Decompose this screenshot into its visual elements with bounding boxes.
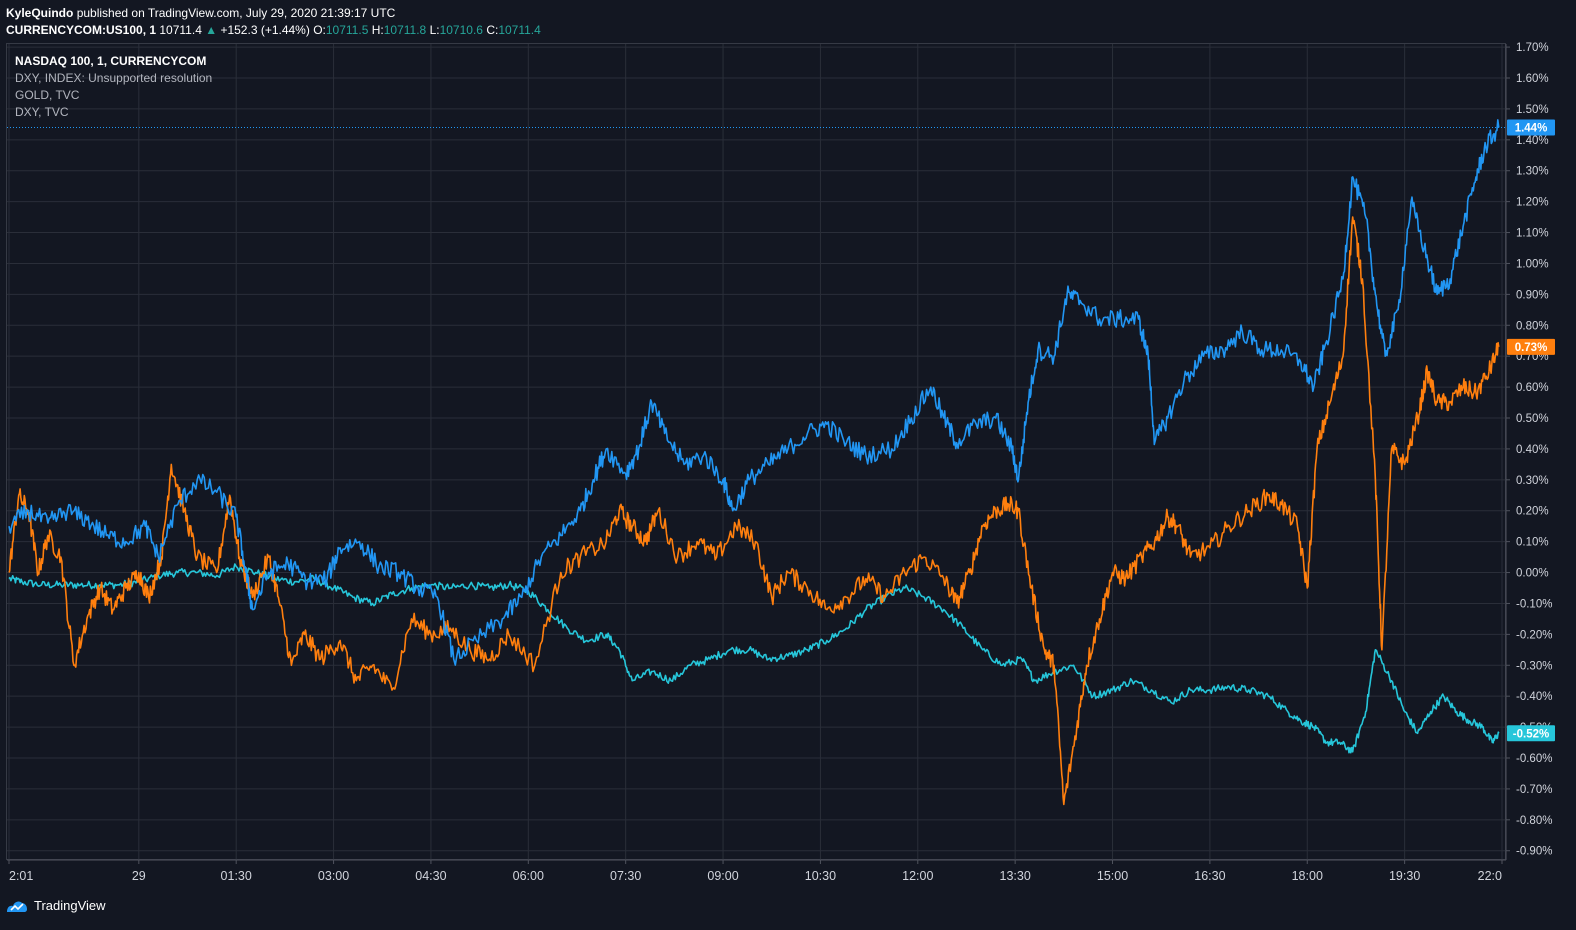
series-line-nasdaq-100[interactable]: [8, 119, 1500, 666]
last-value-badge: [1507, 119, 1555, 136]
footer-brand[interactable]: TradingView: [6, 898, 106, 913]
y-tick-label: 1.20%: [1516, 197, 1549, 209]
author-name[interactable]: KyleQuindo: [6, 6, 74, 20]
close-value: 10711.4: [498, 23, 541, 37]
x-tick-label: 2:01: [9, 869, 33, 883]
open-label: O:: [313, 23, 326, 37]
published-text: published on TradingView.com, July 29, 2…: [76, 6, 396, 20]
x-tick-label: 06:00: [513, 869, 544, 883]
series-line-dxy[interactable]: [8, 563, 1500, 754]
y-tick-label: 1.00%: [1516, 258, 1549, 270]
last-value-label: -0.52%: [1513, 728, 1549, 740]
y-tick-label: 0.00%: [1516, 568, 1549, 580]
y-tick-label: -0.40%: [1516, 691, 1552, 703]
low-label: L:: [429, 23, 440, 37]
series-layer: [7, 119, 1506, 806]
y-tick-label: -0.20%: [1516, 629, 1552, 641]
low-value: 10710.6: [439, 23, 483, 37]
last-value-badge: [1507, 725, 1555, 742]
last-price: 10711.4: [159, 23, 202, 37]
last-value-label: 0.73%: [1515, 342, 1548, 354]
y-tick-label: 1.40%: [1516, 135, 1549, 147]
x-tick-label: 09:00: [707, 869, 738, 883]
x-tick-label: 18:00: [1292, 869, 1323, 883]
y-tick-label: -0.90%: [1516, 846, 1552, 858]
high-label: H:: [371, 23, 384, 37]
legend-dxy-tvc[interactable]: DXY, TVC: [15, 105, 69, 119]
y-tick-label: 1.50%: [1516, 104, 1549, 116]
series-line-gold[interactable]: [8, 216, 1500, 806]
y-tick-label: 0.90%: [1516, 289, 1549, 301]
symbol-label[interactable]: CURRENCYCOM:US100, 1: [6, 23, 157, 37]
last-value-badge: [1507, 338, 1555, 355]
last-value-badges: 1.44% 0.73% -0.52%: [1507, 119, 1555, 742]
y-tick-label: 1.30%: [1516, 166, 1549, 178]
x-tick-label: 10:30: [805, 869, 836, 883]
y-tick-label: 0.10%: [1516, 537, 1549, 549]
x-tick-label: 15:00: [1097, 869, 1128, 883]
y-tick-label: 1.10%: [1516, 228, 1549, 240]
x-tick-label: 07:30: [610, 869, 641, 883]
x-tick-label: 12:00: [902, 869, 933, 883]
x-tick-label: 04:30: [415, 869, 446, 883]
time-axis[interactable]: 2:01 29 01:30 03:00 04:30 06:00 07:30 09:00 10:3…: [8, 860, 1503, 883]
y-tick-label: 1.60%: [1516, 73, 1549, 85]
legend-main-series[interactable]: NASDAQ 100, 1, CURRENCYCOM: [15, 54, 207, 68]
x-tick-label: 29: [132, 869, 146, 883]
price-axis[interactable]: 1.70% 1.60% 1.50% 1.40% 1.30% 1.20% 1.10% 1.00%…: [1506, 42, 1552, 858]
y-tick-label: -0.10%: [1516, 598, 1552, 610]
high-value: 10711.8: [383, 23, 427, 37]
y-tick-label: -0.60%: [1516, 753, 1552, 765]
y-tick-label: 1.70%: [1516, 42, 1549, 54]
x-tick-label: 22:0: [1478, 869, 1502, 883]
brand-name: TradingView: [34, 898, 106, 913]
y-tick-label: -0.30%: [1516, 660, 1552, 672]
tradingview-logo-icon: [7, 901, 27, 912]
y-tick-label: 0.50%: [1516, 413, 1549, 425]
y-tick-label: 0.60%: [1516, 382, 1549, 394]
x-tick-label: 13:30: [1000, 869, 1031, 883]
y-tick-label: -0.70%: [1516, 784, 1552, 796]
legend-dxy-index[interactable]: DXY, INDEX: Unsupported resolution: [15, 71, 213, 85]
y-tick-label: 0.30%: [1516, 475, 1549, 487]
last-value-label: 1.44%: [1515, 122, 1548, 134]
price-change: +152.3 (+1.44%): [220, 23, 310, 37]
chart-header: KyleQuindo published on TradingView.com,…: [6, 5, 541, 39]
y-tick-label: 0.40%: [1516, 444, 1549, 456]
open-value: 10711.5: [325, 23, 369, 37]
x-tick-label: 16:30: [1194, 869, 1225, 883]
y-tick-label: 0.80%: [1516, 320, 1549, 332]
close-label: C:: [486, 23, 499, 37]
y-tick-label: -0.80%: [1516, 815, 1552, 827]
x-tick-label: 19:30: [1389, 869, 1420, 883]
legend-gold[interactable]: GOLD, TVC: [15, 88, 80, 102]
x-tick-label: 03:00: [318, 869, 349, 883]
x-tick-label: 01:30: [221, 869, 252, 883]
up-arrow-icon: ▲: [205, 23, 218, 37]
y-tick-label: 0.20%: [1516, 506, 1549, 518]
series-legend: NASDAQ 100, 1, CURRENCYCOM DXY, INDEX: U…: [15, 53, 212, 121]
grid: [7, 44, 1507, 861]
